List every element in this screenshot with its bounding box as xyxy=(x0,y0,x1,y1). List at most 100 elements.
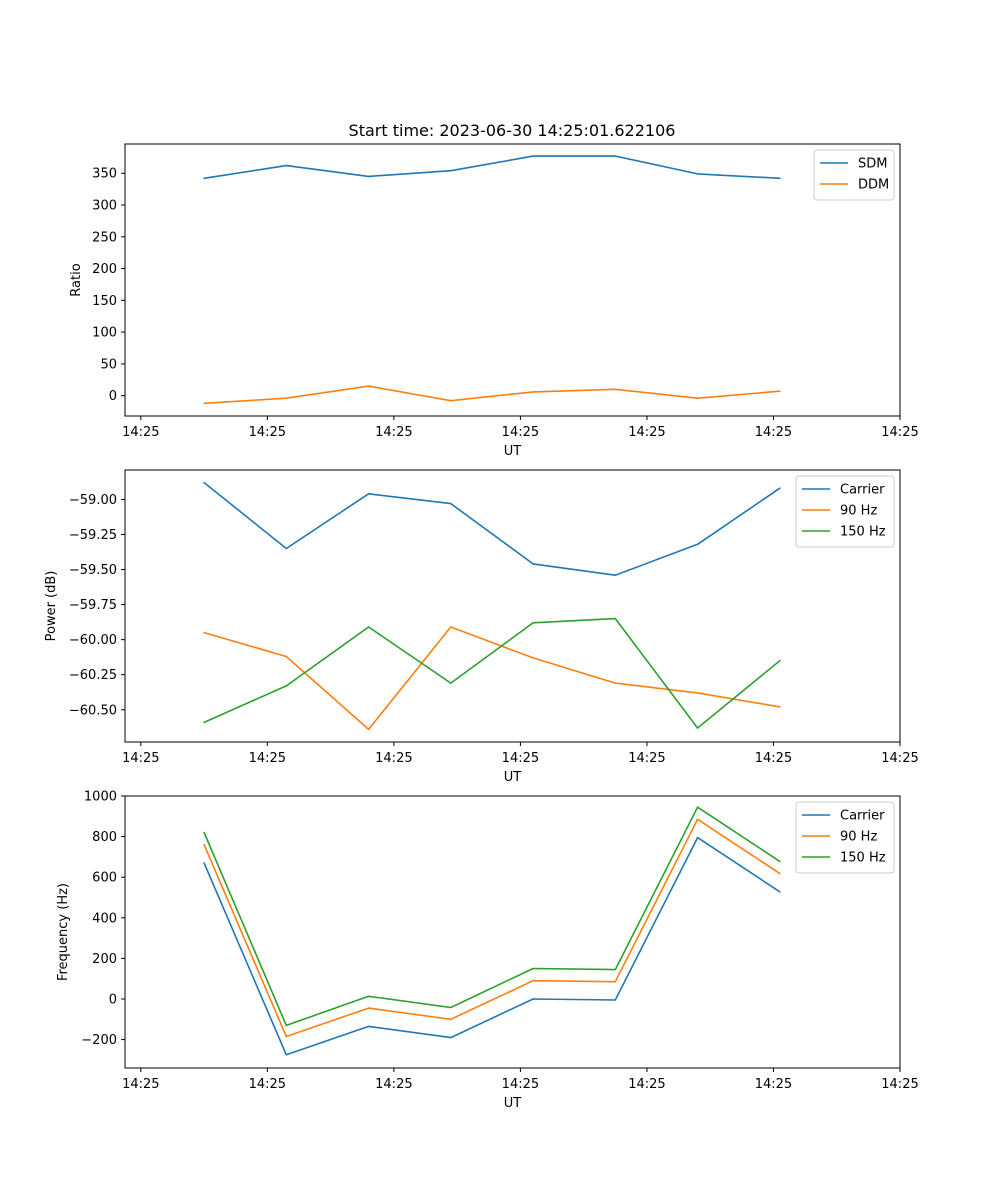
power-point-carrier xyxy=(450,502,452,505)
frequency-point-150-hz xyxy=(450,1006,452,1009)
power-x-tick-label: 14:25 xyxy=(628,751,665,766)
frequency-line-carrier xyxy=(203,836,781,1056)
ratio-legend-label-ddm: DDM xyxy=(858,178,889,193)
ratio-line-sdm xyxy=(203,155,780,180)
frequency-point-carrier xyxy=(614,999,617,1001)
frequency-point-150-hz xyxy=(778,860,781,863)
frequency-x-tick-label: 14:25 xyxy=(375,1077,412,1092)
frequency-point-90-hz xyxy=(532,979,534,982)
frequency-point-carrier xyxy=(532,998,534,1000)
frequency-point-90-hz xyxy=(450,1018,452,1021)
power-y-tick-label: −59.00 xyxy=(69,493,117,508)
power-point-carrier xyxy=(614,574,617,576)
power-y-tick-label: −60.25 xyxy=(69,668,117,683)
ratio-axes-frame xyxy=(124,143,901,417)
frequency-y-tick-label: 800 xyxy=(92,830,117,845)
power-point-90-hz xyxy=(450,626,452,628)
ratio-point-ddm xyxy=(285,397,288,400)
ratio-y-tick-label: 300 xyxy=(92,199,117,214)
ratio-point-ddm xyxy=(614,388,617,391)
frequency-line-150-hz xyxy=(203,806,781,1027)
power-point-90-hz xyxy=(367,728,370,731)
ratio-point-sdm xyxy=(285,164,288,167)
frequency-legend-label-90-hz: 90 Hz xyxy=(840,830,877,845)
ratio-y-axis-label: Ratio xyxy=(69,263,84,296)
power-point-90-hz xyxy=(203,631,205,634)
frequency-point-150-hz xyxy=(614,968,617,971)
ratio-point-sdm xyxy=(450,169,452,172)
frequency-point-90-hz xyxy=(614,980,617,983)
frequency-y-tick-label: −200 xyxy=(81,1033,117,1048)
ratio-point-sdm xyxy=(696,173,699,175)
power-point-carrier xyxy=(367,493,370,495)
power-y-tick-label: −60.50 xyxy=(69,703,117,718)
ratio-point-ddm xyxy=(532,391,534,393)
ratio-y-tick-label: 350 xyxy=(92,167,117,182)
frequency-x-tick-label: 14:25 xyxy=(502,1077,539,1092)
frequency-point-carrier xyxy=(778,891,781,893)
power-point-carrier xyxy=(203,481,205,484)
power-point-150-hz xyxy=(614,617,617,620)
power-legend-label-90-hz: 90 Hz xyxy=(840,504,877,519)
power-y-axis-label: Power (dB) xyxy=(44,571,59,642)
power-point-90-hz xyxy=(778,706,781,708)
chart-title: Start time: 2023-06-30 14:25:01.622106 xyxy=(349,121,676,140)
ratio-x-tick-label: 14:25 xyxy=(628,425,665,440)
power-point-150-hz xyxy=(696,727,699,729)
frequency-x-tick-label: 14:25 xyxy=(755,1077,792,1092)
power-point-carrier xyxy=(285,547,288,550)
frequency-point-150-hz xyxy=(696,806,699,808)
power-point-150-hz xyxy=(450,682,452,684)
frequency-y-tick-label: 1000 xyxy=(84,790,117,805)
ratio-point-ddm xyxy=(450,399,452,402)
frequency-x-tick-label: 14:25 xyxy=(249,1077,286,1092)
frequency-point-carrier xyxy=(203,862,205,864)
frequency-point-150-hz xyxy=(203,831,205,834)
frequency-point-90-hz xyxy=(778,872,781,875)
frequency-y-tick-label: 200 xyxy=(92,952,117,967)
frequency-legend xyxy=(795,801,895,874)
frequency-x-tick-label: 14:25 xyxy=(628,1077,665,1092)
ratio-y-tick-label: 150 xyxy=(92,294,117,309)
power-point-carrier xyxy=(532,563,534,565)
frequency-point-150-hz xyxy=(532,967,534,970)
frequency-axes-frame xyxy=(124,795,901,1069)
ratio-point-sdm xyxy=(367,175,370,178)
frequency-x-axis-label: UT xyxy=(504,1096,522,1111)
ratio-point-sdm xyxy=(778,177,781,180)
frequency-point-150-hz xyxy=(367,995,370,998)
power-panel: 14:2514:2514:2514:2514:2514:2514:2514:26… xyxy=(44,469,919,785)
ratio-line-ddm xyxy=(204,385,780,405)
power-line-carrier xyxy=(203,481,781,577)
power-y-tick-label: −60.00 xyxy=(69,633,117,648)
frequency-point-90-hz xyxy=(696,818,699,821)
power-point-90-hz xyxy=(696,692,699,694)
frequency-x-tick-label: 14:25 xyxy=(881,1077,918,1092)
power-x-tick-label: 14:25 xyxy=(502,751,539,766)
power-x-tick-label: 14:25 xyxy=(249,751,286,766)
frequency-legend-label-150-hz: 150 Hz xyxy=(840,851,886,866)
ratio-point-ddm xyxy=(367,385,370,387)
frequency-point-carrier xyxy=(285,1054,288,1056)
frequency-x-tick-label: 14:25 xyxy=(122,1077,159,1092)
ratio-y-tick-label: 200 xyxy=(92,262,117,277)
power-y-tick-label: −59.75 xyxy=(69,598,117,613)
ratio-point-sdm xyxy=(532,155,534,157)
frequency-legend-label-carrier: Carrier xyxy=(840,809,885,824)
frequency-point-carrier xyxy=(367,1025,370,1028)
power-point-90-hz xyxy=(614,682,617,684)
power-point-carrier xyxy=(778,487,781,490)
ratio-point-ddm xyxy=(778,390,781,393)
power-point-90-hz xyxy=(532,657,534,659)
frequency-y-axis-label: Frequency (Hz) xyxy=(56,883,71,981)
frequency-y-tick-label: 0 xyxy=(109,992,117,1007)
power-point-150-hz xyxy=(285,685,288,687)
power-y-tick-label: −59.25 xyxy=(69,528,117,543)
frequency-point-carrier xyxy=(450,1036,452,1039)
ratio-y-tick-label: 250 xyxy=(92,230,117,245)
power-legend-label-150-hz: 150 Hz xyxy=(840,525,886,540)
ratio-point-sdm xyxy=(614,155,617,157)
ratio-point-ddm xyxy=(203,402,205,405)
power-x-tick-label: 14:25 xyxy=(755,751,792,766)
